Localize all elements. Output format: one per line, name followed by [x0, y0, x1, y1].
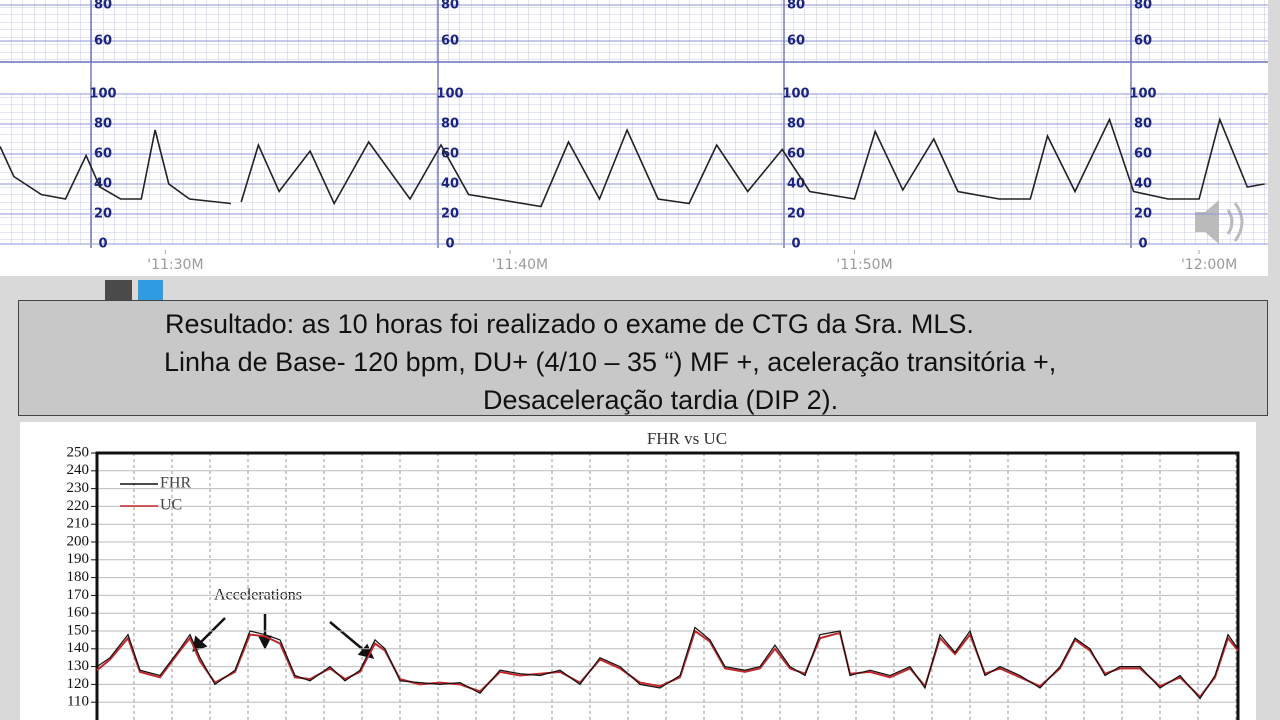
- y-tick-label: 80: [1134, 117, 1152, 132]
- y-tick-label: 60: [441, 147, 459, 162]
- result-box: Resultado: as 10 horas foi realizado o e…: [18, 300, 1268, 416]
- y-tick-label: 100: [436, 87, 463, 102]
- y-tick-label: 40: [441, 177, 459, 192]
- ctg-strip: 80 80 80 80 60 60 60 60 0 0 0 0 20 20 20 20 40 40 40 40 60 60…: [0, 0, 1280, 300]
- y-tick-label: 40: [1134, 177, 1152, 192]
- annotation: Accelerations: [214, 587, 302, 604]
- uc-trace: [0, 116, 1265, 208]
- y-tick-label: 80: [1134, 0, 1152, 13]
- y-tick-label: 0: [791, 237, 800, 252]
- decor-block: [138, 280, 163, 300]
- y-tick-label: 60: [1134, 147, 1152, 162]
- y-tick-label: 180: [67, 569, 90, 585]
- y-tick-label: 20: [441, 207, 459, 222]
- y-tick-label: 100: [1129, 87, 1156, 102]
- plot-frame: [95, 451, 1240, 720]
- speaker-icon: [1195, 200, 1244, 244]
- series-line: [96, 629, 1239, 699]
- y-tick-label: 80: [787, 117, 805, 132]
- y-tick-label: 100: [782, 87, 809, 102]
- y-tick-label: 140: [67, 640, 90, 656]
- chart-background: [20, 422, 1256, 720]
- y-tick-label: 20: [1134, 207, 1152, 222]
- y-tick-label: 230: [67, 480, 90, 496]
- y-tick-label: 60: [787, 34, 805, 49]
- y-tick-label: 60: [787, 147, 805, 162]
- y-tick-label: 80: [94, 0, 112, 13]
- y-tick-label: 40: [94, 177, 112, 192]
- vertical-grid: [133, 453, 1237, 720]
- y-tick-label: 40: [787, 177, 805, 192]
- result-line: Linha de Base- 120 bpm, DU+ (4/10 – 35 “…: [164, 347, 1057, 377]
- y-tick-label: 240: [67, 462, 90, 478]
- y-tick-label: 110: [67, 694, 89, 710]
- legend: FHR UC: [120, 475, 191, 514]
- y-tick-label: 120: [67, 676, 90, 692]
- y-tick-label: 0: [445, 237, 454, 252]
- y-tick-label: 160: [67, 605, 90, 621]
- result-line: Desaceleração tardia (DIP 2).: [483, 385, 839, 415]
- y-tick-label: 220: [67, 498, 90, 514]
- y-tick-label: 60: [1134, 34, 1152, 49]
- y-tick-label: 200: [67, 533, 90, 549]
- y-tick-label: 80: [441, 117, 459, 132]
- edge: [1268, 0, 1280, 276]
- y-tick-label: 150: [67, 622, 90, 638]
- x-tick-label: '11:50M: [836, 257, 892, 273]
- y-tick-label: 0: [98, 237, 107, 252]
- y-tick-label: 80: [787, 0, 805, 13]
- y-tick-label: 0: [1138, 237, 1147, 252]
- x-tick-label: '11:40M: [492, 257, 548, 273]
- y-tick-label: 60: [441, 34, 459, 49]
- result-line: Resultado: as 10 horas foi realizado o e…: [165, 309, 974, 339]
- y-tick-label: 20: [94, 207, 112, 222]
- strip-grid-upper: [0, 0, 1268, 62]
- annotation-arrows: [192, 614, 375, 659]
- x-tick-label: '12:00M: [1181, 257, 1237, 273]
- strip-grid: [0, 94, 1268, 244]
- y-tick-label: 80: [441, 0, 459, 13]
- y-tick-label: 60: [94, 34, 112, 49]
- legend-label: FHR: [160, 475, 191, 492]
- y-tick-label: 170: [67, 587, 90, 603]
- y-tick-label: 100: [89, 87, 116, 102]
- series-line: [96, 626, 1239, 700]
- y-tick-label: 210: [67, 516, 90, 532]
- decor-block: [105, 280, 132, 300]
- legend-label: UC: [160, 497, 182, 514]
- x-tick-label: '11:30M: [147, 257, 203, 273]
- y-tick-label: 60: [94, 147, 112, 162]
- chart-title: FHR vs UC: [647, 429, 727, 448]
- y-tick-label: 80: [94, 117, 112, 132]
- y-tick-label: 130: [67, 658, 90, 674]
- y-tick-label: 250: [67, 444, 90, 460]
- y-tick-label: 190: [67, 551, 90, 567]
- y-tick-label: 20: [787, 207, 805, 222]
